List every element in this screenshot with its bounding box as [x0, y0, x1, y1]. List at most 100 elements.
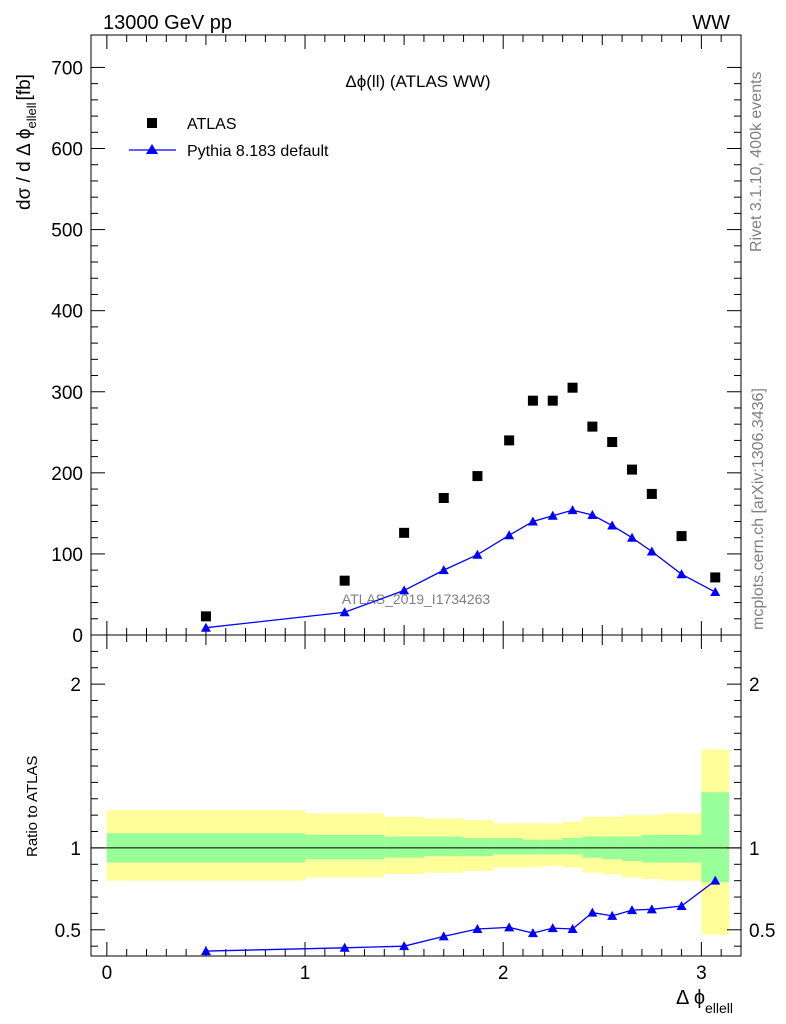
pythia-ratio-point [646, 904, 657, 914]
atlas-data-point [627, 464, 638, 475]
ratio-x-axis-label: Δ ϕellell [676, 987, 733, 1016]
ratio-inner-band-bin [641, 834, 662, 863]
ratio-series-group [200, 875, 721, 956]
main-y-tick-label: 600 [51, 140, 83, 161]
svg-text:dσ / d Δ ϕellell[fb]: dσ / d Δ ϕellell [fb] [14, 74, 39, 210]
ratio-y-tick-label: 1 [70, 839, 81, 860]
legend: ATLAS Pythia 8.183 default [129, 116, 329, 160]
ratio-inner-band-bin [493, 838, 524, 855]
pythia-ratio-point [676, 901, 687, 911]
legend-pythia-marker [146, 144, 158, 154]
pythia-main-point [646, 546, 657, 556]
atlas-data-point [607, 437, 618, 448]
ratio-y-tick-label-right: 0.5 [749, 921, 775, 942]
main-series-group [200, 382, 721, 632]
ratio-inner-band-bin [463, 838, 494, 857]
ratio-inner-band-bin [542, 839, 563, 855]
pythia-main-point [438, 565, 449, 575]
ratio-x-axis-label-sub: ellell [705, 1000, 733, 1016]
pythia-main-point [567, 505, 578, 515]
main-y-axis-label-unit: [fb] [14, 74, 35, 100]
ratio-y-tick-label: 0.5 [55, 921, 81, 942]
pythia-main-point [472, 549, 483, 559]
ratio-panel: 0.5 0.5 1 1 2 2 0 1 2 3 Ratio to ATLAS Δ ϕellell [24, 635, 775, 1016]
header-energy-label: 13000 GeV pp [103, 12, 232, 34]
ratio-x-tick-label: 0 [102, 963, 113, 984]
main-y-tick-label: 700 [51, 58, 83, 79]
legend-atlas-label: ATLAS [187, 116, 237, 133]
main-y-axis-label-sub: ellell [24, 102, 39, 128]
pythia-ratio-point [587, 907, 598, 917]
main-y-tick-label: 300 [51, 383, 83, 404]
pythia-main-point [676, 569, 687, 579]
pythia-ratio-point [438, 931, 449, 941]
atlas-data-point [646, 488, 657, 499]
rivet-version-label: Rivet 3.1.10, 400k events [748, 71, 765, 252]
pythia-main-point [587, 510, 598, 519]
pythia-main-point [399, 585, 410, 595]
pythia-ratio-point [504, 922, 515, 932]
main-y-tick-label: 0 [72, 626, 83, 647]
pythia-main-line [205, 509, 716, 629]
header-process-label: WW [692, 12, 730, 34]
atlas-data-point [472, 471, 483, 482]
ratio-x-tick-label: 1 [300, 963, 311, 984]
ratio-y-tick-label-right: 2 [749, 675, 760, 696]
pythia-ratio-line [205, 880, 716, 952]
ratio-inner-band-bin [523, 839, 543, 855]
main-panel: 0 100 200 300 400 500 600 700 ATLAS_2019_I17342… [14, 35, 741, 647]
main-y-tick-label: 400 [51, 302, 83, 323]
pythia-main-point [200, 622, 211, 632]
pythia-ratio-point [627, 905, 638, 915]
pythia-ratio-point [339, 942, 350, 952]
ratio-uncertainty-bands [91, 749, 741, 935]
ratio-y-axis-label: Ratio to ATLAS [24, 756, 41, 857]
pythia-ratio-point [710, 875, 721, 885]
ratio-inner-band-bin [305, 834, 385, 860]
ratio-inner-band-bin [701, 792, 730, 883]
main-plot-title: Δϕ(ll) (ATLAS WW) [345, 72, 490, 91]
atlas-data-point [339, 575, 350, 586]
atlas-data-point [399, 527, 410, 538]
atlas-data-point [676, 531, 687, 542]
pythia-main-point [504, 530, 515, 540]
pythia-ratio-point [399, 941, 410, 951]
ratio-x-tick-label: 3 [696, 963, 707, 984]
pythia-main-point [547, 510, 558, 520]
pythia-ratio-point [547, 923, 558, 933]
ratio-inner-band-bin [661, 834, 702, 863]
ratio-axis-tick-labels: 0.5 0.5 1 1 2 2 0 1 2 3 [55, 675, 776, 984]
ratio-y-tick-label-right: 1 [749, 839, 760, 860]
main-y-tick-label: 100 [51, 545, 83, 566]
main-axis-tick-labels: 0 100 200 300 400 500 600 700 [51, 58, 83, 647]
main-y-tick-label: 500 [51, 221, 83, 242]
ratio-x-axis-label-text: Δ ϕ [676, 987, 705, 1009]
main-axis-ticks [91, 35, 741, 636]
ratio-axis-ticks [91, 635, 741, 956]
atlas-data-point [710, 572, 721, 583]
pythia-ratio-point [200, 946, 211, 956]
ratio-y-tick-label: 2 [70, 675, 81, 696]
mcplots-source-label: mcplots.cern.ch [arXiv:1306.3436] [750, 388, 767, 630]
atlas-data-point [200, 611, 211, 622]
atlas-data-point [504, 435, 515, 446]
atlas-data-point [438, 492, 449, 503]
pythia-ratio-point [567, 923, 578, 933]
pythia-main-point [527, 516, 538, 526]
ratio-inner-band-bin [562, 838, 583, 855]
pythia-main-point [607, 520, 618, 530]
main-y-tick-label: 200 [51, 464, 83, 485]
ratio-inner-band-bin [622, 836, 642, 862]
pythia-main-point [627, 532, 638, 542]
legend-pythia-label: Pythia 8.183 default [187, 143, 329, 160]
ratio-inner-band-bin [384, 836, 424, 858]
atlas-data-point [567, 382, 578, 393]
pythia-main-point [710, 587, 721, 597]
ratio-panel-frame [90, 634, 742, 957]
main-y-axis-label: dσ / d Δ ϕellell [fb] [14, 74, 39, 210]
atlas-data-point [547, 395, 558, 406]
legend-atlas-marker [147, 118, 157, 128]
atlas-data-point [587, 421, 598, 432]
pythia-ratio-point [472, 923, 483, 933]
